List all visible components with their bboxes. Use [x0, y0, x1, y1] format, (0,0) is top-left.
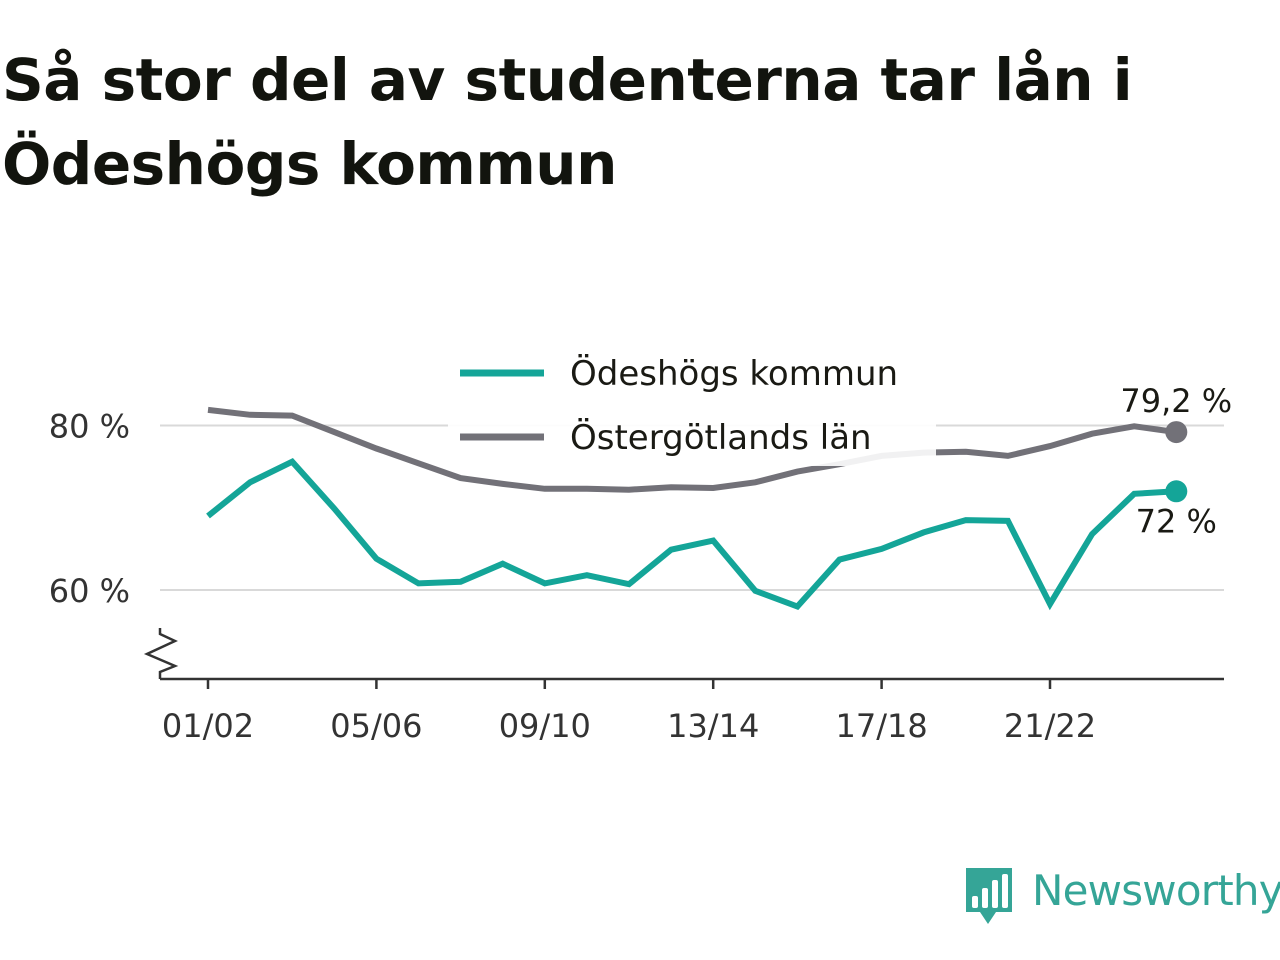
end-labels: 79,2 % 72 % — [1120, 382, 1232, 540]
series-line-ostergotland — [207, 406, 1177, 493]
x-tick-label: 09/10 — [499, 707, 591, 745]
legend-item-label[interactable]: Östergötlands län — [570, 417, 872, 458]
y-tick-label: 80 % — [49, 408, 130, 446]
x-tick-label: 21/22 — [1004, 707, 1096, 745]
end-label-ostergotland: 79,2 % — [1120, 382, 1232, 420]
series-line-odeshog — [206, 458, 1177, 611]
axes: 60 % 80 % 01/02 05/06 09/10 13/14 17/18 21/22 — [49, 408, 1224, 745]
y-tick-label: 60 % — [49, 572, 130, 610]
chart-title: Så stor del av studenterna tar lån i Öde… — [2, 46, 1133, 198]
legend[interactable]: Ödeshögs kommun Östergötlands län — [448, 342, 936, 466]
x-tick-label: 05/06 — [330, 707, 422, 745]
newsworthy-logo-icon — [966, 868, 1012, 924]
x-tick-label: 13/14 — [667, 707, 759, 745]
series-lines — [206, 406, 1188, 611]
y-axis-break — [143, 628, 179, 679]
legend-background — [448, 342, 936, 466]
series-endpoint-ostergotland — [1165, 421, 1188, 444]
x-tick-label: 01/02 — [162, 707, 254, 745]
brand-name: Newsworthy — [1032, 866, 1280, 915]
end-label-odeshog: 72 % — [1136, 502, 1217, 540]
x-tick-label: 17/18 — [835, 707, 927, 745]
brand-logo[interactable]: Newsworthy — [962, 862, 1280, 928]
series-endpoint-odeshog — [1165, 480, 1188, 503]
legend-item-label[interactable]: Ödeshögs kommun — [570, 353, 898, 394]
